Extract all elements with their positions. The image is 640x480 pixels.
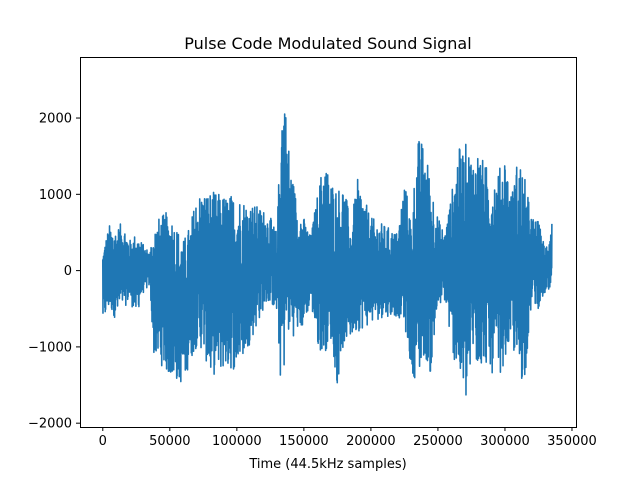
x-tick-label: 350000 <box>547 434 597 449</box>
x-tick-label: 300000 <box>480 434 530 449</box>
x-tick-label: 200000 <box>346 434 396 449</box>
x-axis: 0 50000 100000 150000 200000 250000 300000 3500… <box>99 427 597 449</box>
y-tick-label: 0 <box>64 264 72 279</box>
chart-title: Pulse Code Modulated Sound Signal <box>184 34 471 53</box>
x-tick-label: 250000 <box>413 434 463 449</box>
y-axis: −2000 −1000 0 1000 2000 <box>28 112 80 432</box>
x-axis-label: Time (44.5kHz samples) <box>248 457 406 472</box>
plot-area <box>101 113 553 396</box>
y-tick-label: 1000 <box>39 188 72 203</box>
plot-frame <box>80 57 577 428</box>
x-tick-label: 0 <box>99 434 107 449</box>
y-tick-label: −1000 <box>28 340 72 355</box>
x-tick-label: 150000 <box>279 434 329 449</box>
y-tick-label: 2000 <box>39 112 72 127</box>
y-tick-label: −2000 <box>28 417 72 432</box>
x-tick-label: 100000 <box>212 434 262 449</box>
x-tick-label: 50000 <box>149 434 190 449</box>
signal-series-line <box>101 113 553 396</box>
